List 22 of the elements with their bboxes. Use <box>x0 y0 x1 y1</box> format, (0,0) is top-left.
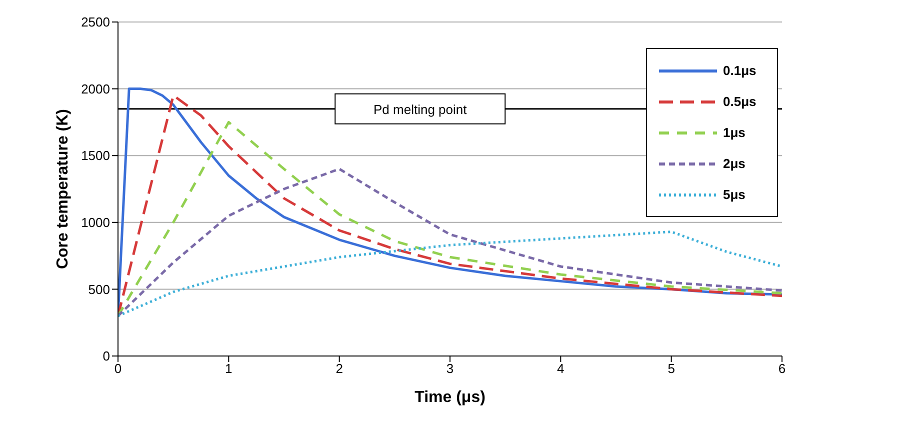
y-tick-label: 2500 <box>81 14 110 30</box>
y-tick-label: 1000 <box>81 215 110 230</box>
x-tick-label: 4 <box>557 361 564 376</box>
legend-label: 0.5μs <box>723 94 756 109</box>
legend-label: 0.1μs <box>723 63 756 78</box>
y-axis-title: Core temperature (K) <box>54 108 72 270</box>
y-tick-label: 2000 <box>81 81 110 96</box>
x-tick-label: 0 <box>114 361 122 376</box>
x-tick-label: 2 <box>336 361 343 376</box>
x-tick-label: 5 <box>668 361 675 376</box>
y-tick-label: 1500 <box>81 148 110 164</box>
y-tick-label: 500 <box>88 282 110 297</box>
x-axis-title: Time (μs) <box>414 389 486 406</box>
line-series <box>118 230 782 318</box>
ref-line-label: Pd melting point <box>374 102 468 117</box>
legend-label: 5μs <box>723 187 746 202</box>
y-tick-label: 0 <box>102 348 110 364</box>
legend-label: 1μs <box>723 125 746 140</box>
x-tick-label: 1 <box>225 361 232 376</box>
legend-label: 2μs <box>723 156 746 171</box>
x-tick-label: 3 <box>446 361 454 376</box>
x-tick-label: 6 <box>778 361 786 376</box>
